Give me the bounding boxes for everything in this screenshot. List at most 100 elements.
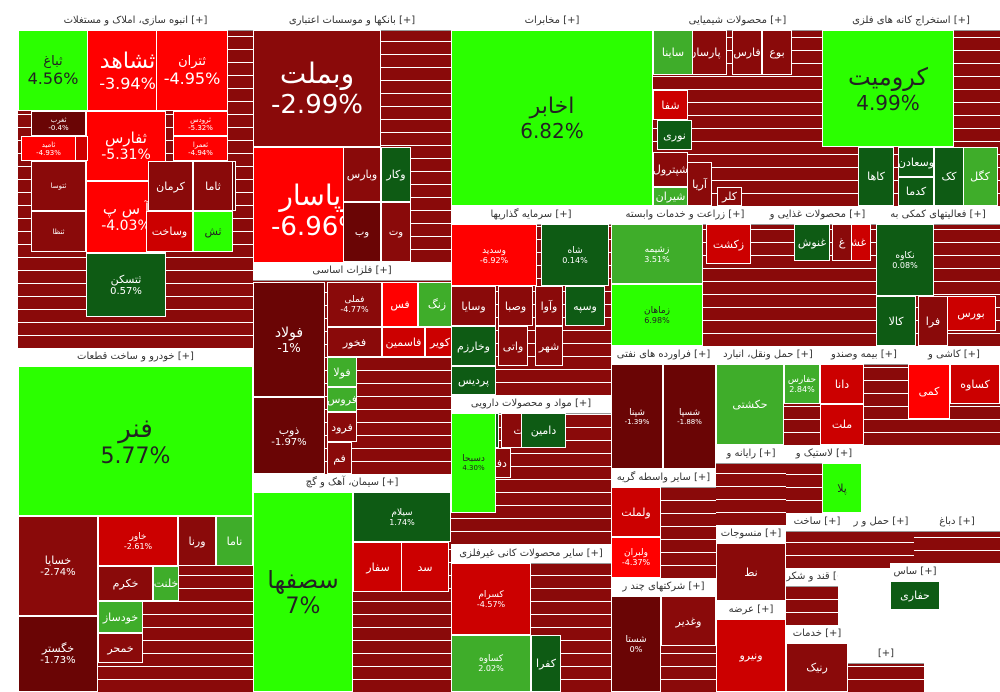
stock-tile[interactable]: آریا: [687, 162, 712, 206]
stock-tile[interactable]: وب: [343, 202, 381, 262]
stock-tile[interactable]: فولا: [327, 357, 357, 387]
stock-tile[interactable]: پردیس: [451, 366, 496, 395]
stock-tile[interactable]: کرومیت 4.99%: [822, 30, 954, 147]
stock-tile[interactable]: شاه 0.14%: [541, 224, 609, 286]
stock-tile[interactable]: کفرا: [531, 635, 561, 692]
stock-tile[interactable]: دانا: [820, 364, 864, 404]
stock-tile[interactable]: ملت: [820, 404, 864, 445]
stock-tile[interactable]: کساوه: [950, 364, 1000, 404]
stock-tile[interactable]: ثغرب -0.4%: [31, 111, 86, 136]
stock-tile[interactable]: ونیرو: [716, 619, 786, 692]
sector-title[interactable]: زراعت و خدمات وابسته [+]: [611, 206, 759, 225]
stock-tile[interactable]: ساینا: [653, 30, 693, 75]
stock-tile[interactable]: وخارزم: [451, 326, 496, 366]
sector-title[interactable]: عرضه [+]: [716, 601, 786, 620]
sector-title[interactable]: دباغ [+]: [914, 513, 1000, 532]
stock-tile[interactable]: ثتسکن 0.57%: [86, 253, 166, 317]
sector-title[interactable]: خودرو و ساخت قطعات [+]: [18, 348, 253, 367]
stock-tile[interactable]: بورس: [946, 296, 996, 331]
sector-title[interactable]: خدمات [+]: [786, 625, 848, 644]
sector-title[interactable]: سرمایه گذاریها [+]: [451, 206, 611, 225]
stock-tile[interactable]: کک: [934, 147, 964, 206]
sector-title[interactable]: شرکتهای چند ر [+]: [611, 578, 716, 597]
stock-tile[interactable]: سیلام 1.74%: [353, 492, 451, 542]
sector-title[interactable]: استخراج کانه های فلزی [+]: [822, 12, 1000, 31]
stock-tile[interactable]: کرمان: [148, 161, 193, 211]
sector-title[interactable]: فعالیتهای کمکی به [+]: [876, 206, 1000, 225]
stock-tile[interactable]: خودساز: [98, 601, 143, 633]
stock-tile[interactable]: ورنا: [178, 516, 216, 566]
stock-tile[interactable]: وسایا: [451, 286, 496, 326]
stock-tile[interactable]: وسدید -6.92%: [451, 224, 537, 286]
sector-title[interactable]: مواد و محصولات دارویی [+]: [451, 395, 611, 414]
stock-tile[interactable]: فم: [327, 442, 352, 474]
stock-tile[interactable]: ثشاهد -3.94%: [86, 30, 169, 111]
sector-title[interactable]: بیمه وصندو [+]: [820, 346, 908, 365]
stock-tile[interactable]: فس: [382, 282, 418, 327]
stock-tile[interactable]: غ: [832, 224, 852, 261]
stock-tile[interactable]: کدما: [898, 177, 934, 206]
stock-tile[interactable]: ثنظا: [31, 211, 86, 252]
stock-tile[interactable]: وغدیر: [661, 596, 716, 646]
stock-tile[interactable]: دسبحا 4.30%: [451, 413, 496, 513]
stock-tile[interactable]: کویر: [425, 327, 455, 357]
sector-title[interactable]: رایانه و [+]: [716, 445, 786, 464]
stock-tile[interactable]: ثش: [193, 211, 233, 252]
sector-title[interactable]: سایر محصولات کانی غیرفلزی [+]: [451, 545, 611, 564]
stock-tile[interactable]: وبملت -2.99%: [253, 30, 381, 147]
stock-tile[interactable]: ثامید -4.93%: [21, 136, 76, 161]
stock-tile[interactable]: ثتوسا: [31, 161, 86, 211]
stock-tile[interactable]: فروس: [327, 387, 357, 412]
stock-tile[interactable]: شیران: [653, 187, 688, 206]
stock-tile[interactable]: ولملت: [611, 487, 661, 537]
stock-tile[interactable]: رنیک: [786, 643, 848, 692]
stock-tile[interactable]: نط: [716, 543, 786, 601]
sector-title[interactable]: حمل ونقل، انبارد [+]: [716, 346, 820, 365]
stock-tile[interactable]: شپنا -1.39%: [611, 364, 663, 469]
stock-tile[interactable]: شستا 0%: [611, 596, 661, 692]
sector-title[interactable]: [+]: [848, 645, 924, 664]
sector-title[interactable]: حمل و ر [+]: [848, 513, 914, 532]
stock-tile[interactable]: نوری: [657, 120, 692, 150]
stock-tile[interactable]: زشیمه 3.51%: [611, 224, 703, 284]
stock-tile[interactable]: ولبران -4.37%: [611, 537, 661, 578]
sector-title[interactable]: انبوه سازی، املاک و مستغلات [+]: [18, 12, 253, 31]
sector-title[interactable]: فلزات اساسی [+]: [253, 262, 451, 281]
stock-tile[interactable]: فاسمین: [382, 327, 425, 357]
stock-tile[interactable]: کگل: [962, 147, 998, 206]
stock-tile[interactable]: ثباغ 4.56%: [18, 30, 88, 111]
stock-tile[interactable]: وآوا: [535, 286, 563, 326]
stock-tile[interactable]: سد: [401, 542, 449, 592]
stock-tile[interactable]: خلنت: [153, 566, 179, 601]
stock-tile[interactable]: واتی: [498, 326, 528, 366]
stock-tile[interactable]: غنوش: [794, 224, 830, 261]
stock-tile[interactable]: خکرم: [98, 566, 153, 601]
stock-tile[interactable]: کلر: [717, 187, 742, 206]
stock-tile[interactable]: خگستر -1.73%: [18, 616, 98, 692]
sector-title[interactable]: سایر واسطه گریه [+]: [611, 469, 716, 488]
sector-title[interactable]: ساس [+]: [890, 563, 940, 582]
stock-tile[interactable]: نکاوه 0.08%: [876, 224, 934, 296]
stock-tile[interactable]: خسایا -2.74%: [18, 516, 98, 616]
stock-tile[interactable]: کسرام -4.57%: [451, 563, 531, 635]
stock-tile[interactable]: کالا: [876, 296, 916, 346]
stock-tile[interactable]: پلا: [822, 463, 862, 513]
stock-tile[interactable]: زماهان 6.98%: [611, 284, 703, 346]
sector-title[interactable]: مخابرات [+]: [451, 12, 653, 31]
sector-title[interactable]: قند و شکر [+]: [786, 568, 838, 587]
stock-tile[interactable]: وت: [381, 202, 411, 262]
stock-tile[interactable]: حکشتی: [716, 364, 784, 445]
stock-tile[interactable]: خاور -2.61%: [98, 516, 178, 566]
stock-tile[interactable]: کاها: [858, 147, 894, 206]
stock-tile[interactable]: فرود: [327, 412, 357, 442]
stock-tile[interactable]: فارس: [732, 30, 762, 75]
stock-tile[interactable]: ثاما: [193, 161, 233, 211]
stock-tile[interactable]: ثعمرا -4.94%: [173, 136, 228, 161]
sector-title[interactable]: ساخت [+]: [786, 513, 848, 532]
stock-tile[interactable]: وساخت: [146, 211, 193, 252]
stock-tile[interactable]: فولاد -1%: [253, 282, 325, 397]
stock-tile[interactable]: بوع: [762, 30, 792, 75]
stock-tile[interactable]: وکار: [381, 147, 411, 202]
stock-tile[interactable]: کساوه 2.02%: [451, 635, 531, 692]
stock-tile[interactable]: اخابر 6.82%: [451, 30, 653, 206]
